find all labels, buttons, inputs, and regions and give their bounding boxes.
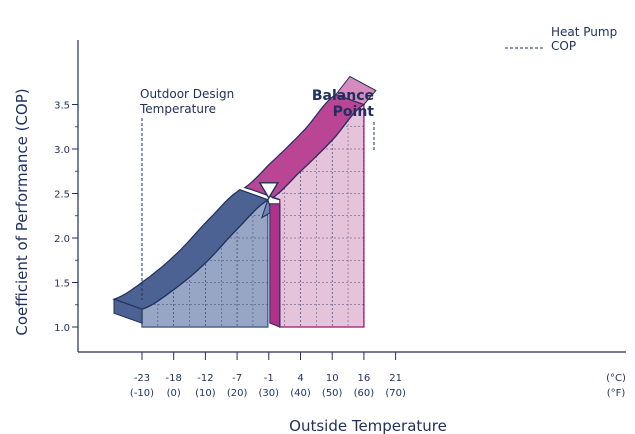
design-temp-label-line1: Outdoor Design (140, 87, 234, 101)
balance-point-label-line2: Point (333, 104, 375, 120)
y-tick-label: 1.5 (54, 279, 70, 290)
x-tick-fahrenheit: (50) (322, 388, 343, 399)
axes (72, 40, 626, 360)
x-tick-fahrenheit: (60) (354, 388, 375, 399)
unit-fahrenheit: (°F) (607, 388, 626, 399)
balance-point-label-line1: Balance (312, 88, 374, 104)
x-tick-celsius: -18 (166, 373, 182, 384)
x-tick-celsius: 10 (326, 373, 339, 384)
x-tick-celsius: -7 (232, 373, 242, 384)
heat-pump-band-end (335, 75, 377, 106)
curve-bands (112, 75, 377, 328)
x-tick-celsius: 4 (297, 373, 303, 384)
y-tick-label: 3.0 (54, 145, 70, 156)
x-tick-celsius: -12 (197, 373, 213, 384)
x-tick-fahrenheit: (0) (167, 388, 181, 399)
x-tick-fahrenheit: (30) (259, 388, 280, 399)
heat-pump-label-line2: COP (551, 39, 576, 53)
unit-celsius: (°C) (606, 373, 626, 384)
x-tick-fahrenheit: (10) (195, 388, 216, 399)
balance-point-marker (258, 182, 280, 200)
x-tick-fahrenheit: (20) (227, 388, 248, 399)
balance-point-column (269, 203, 281, 328)
x-tick-celsius: 21 (389, 373, 402, 384)
x-tick-fahrenheit: (-10) (130, 388, 154, 399)
y-tick-label: 2.0 (54, 234, 70, 245)
x-tick-celsius: 16 (358, 373, 371, 384)
x-tick-celsius: -1 (264, 373, 274, 384)
backup-band-cap (113, 298, 143, 324)
backup-band-ribbon (112, 189, 270, 310)
x-tick-fahrenheit: (40) (290, 388, 311, 399)
y-tick-label: 2.5 (54, 190, 70, 201)
x-tick-celsius: -23 (134, 373, 150, 384)
y-tick-label: 3.5 (54, 101, 70, 112)
y-axis-title: Coefficient of Performance (COP) (13, 88, 31, 335)
text-layer: 1.0 1.5 2.0 2.5 3.0 3.5 -23 (-10) -18 (0) -12 (10) -… (54, 101, 406, 400)
heat-pump-label-line1: Heat Pump (551, 25, 617, 39)
y-tick-label: 1.0 (54, 323, 70, 334)
x-tick-fahrenheit: (70) (385, 388, 406, 399)
design-temp-label-line2: Temperature (139, 102, 216, 116)
x-axis-title: Outside Temperature (289, 417, 447, 434)
